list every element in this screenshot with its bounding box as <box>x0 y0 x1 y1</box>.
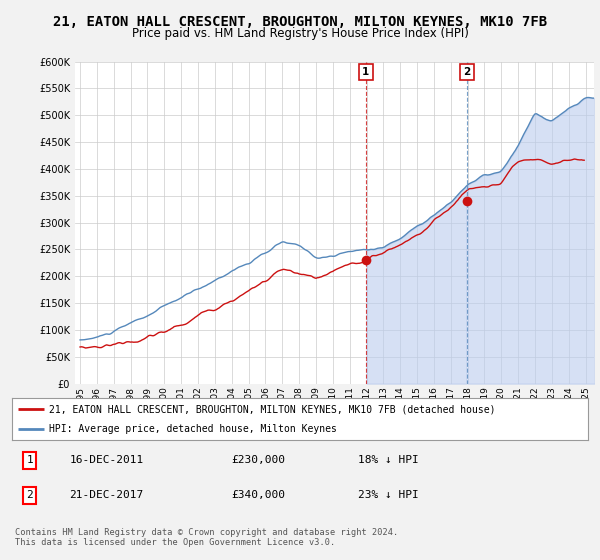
Text: 21, EATON HALL CRESCENT, BROUGHTON, MILTON KEYNES, MK10 7FB (detached house): 21, EATON HALL CRESCENT, BROUGHTON, MILT… <box>49 404 496 414</box>
Text: £230,000: £230,000 <box>231 455 285 465</box>
Text: 21-DEC-2017: 21-DEC-2017 <box>70 490 144 500</box>
Text: £340,000: £340,000 <box>231 490 285 500</box>
Text: 16-DEC-2011: 16-DEC-2011 <box>70 455 144 465</box>
Text: Price paid vs. HM Land Registry's House Price Index (HPI): Price paid vs. HM Land Registry's House … <box>131 27 469 40</box>
Text: 2: 2 <box>26 490 33 500</box>
Text: HPI: Average price, detached house, Milton Keynes: HPI: Average price, detached house, Milt… <box>49 424 337 433</box>
Text: Contains HM Land Registry data © Crown copyright and database right 2024.
This d: Contains HM Land Registry data © Crown c… <box>15 528 398 547</box>
Text: 21, EATON HALL CRESCENT, BROUGHTON, MILTON KEYNES, MK10 7FB: 21, EATON HALL CRESCENT, BROUGHTON, MILT… <box>53 15 547 29</box>
Text: 2: 2 <box>463 67 470 77</box>
Text: 1: 1 <box>26 455 33 465</box>
Text: 18% ↓ HPI: 18% ↓ HPI <box>358 455 418 465</box>
Text: 23% ↓ HPI: 23% ↓ HPI <box>358 490 418 500</box>
Text: 1: 1 <box>362 67 370 77</box>
